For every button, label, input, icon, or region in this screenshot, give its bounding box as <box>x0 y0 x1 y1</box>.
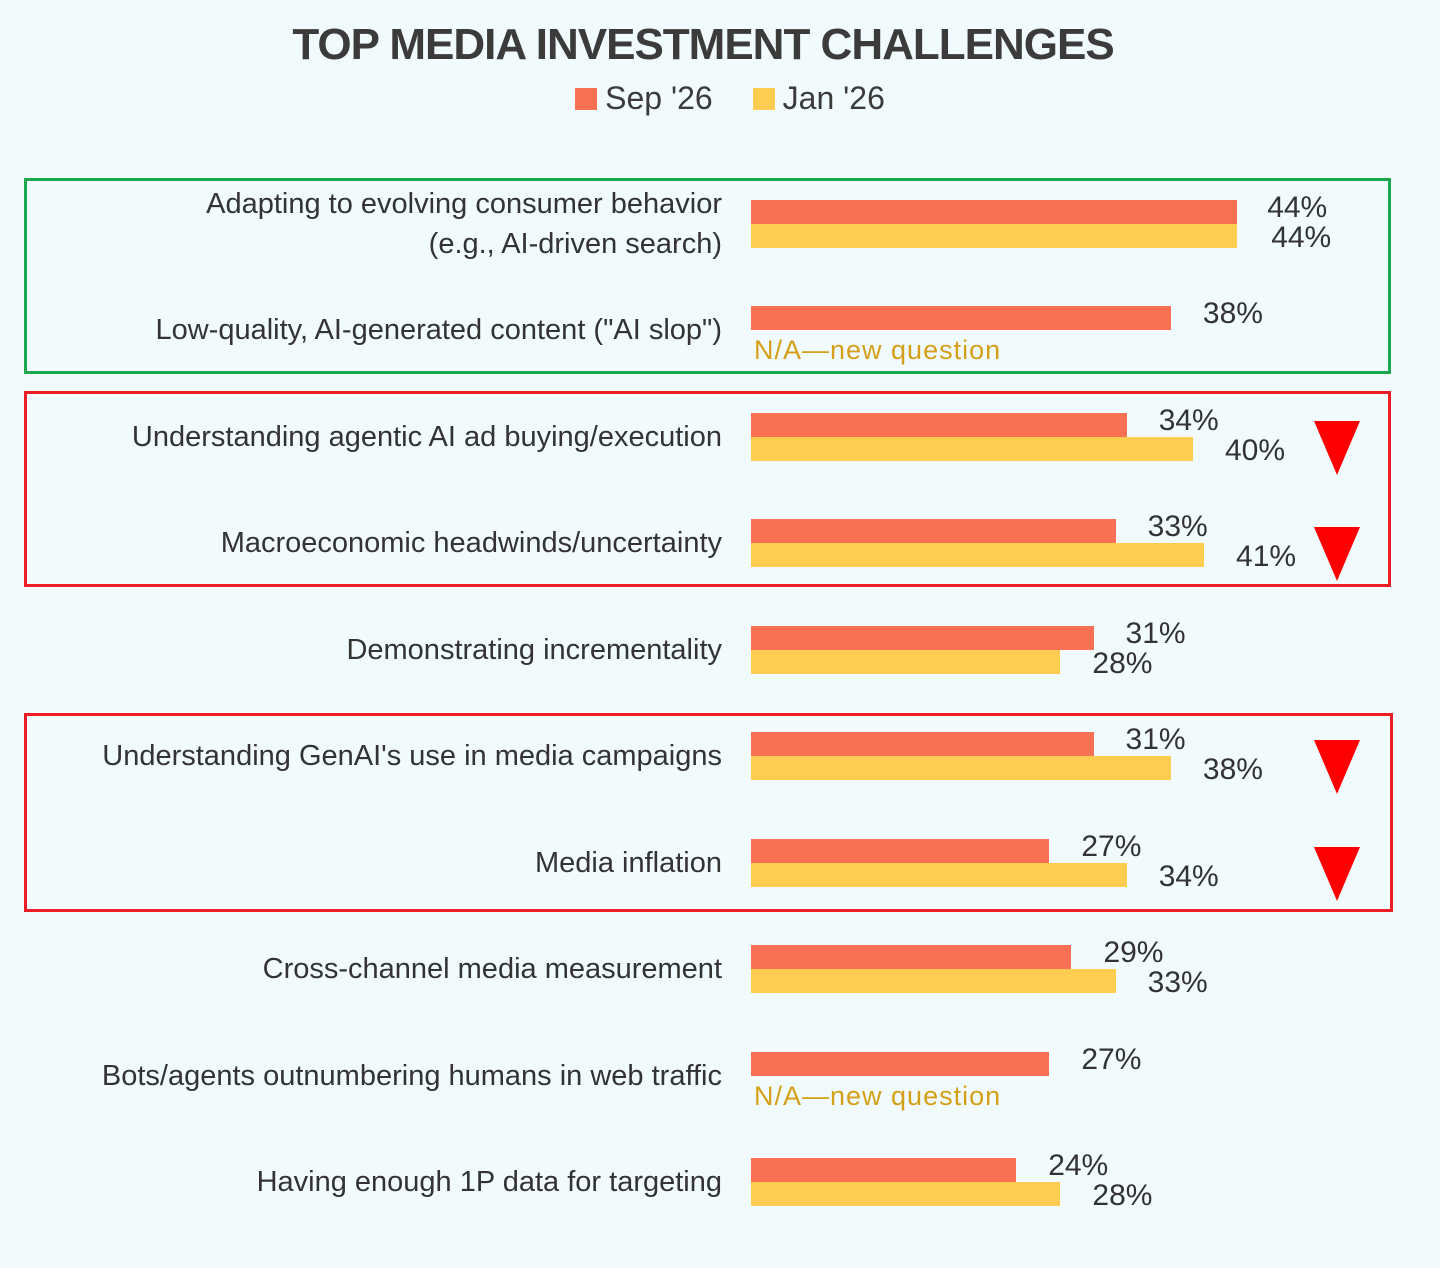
category-label: Demonstrating incrementality <box>346 634 722 666</box>
data-label-jan: 41% <box>1236 540 1297 573</box>
bar-jan <box>751 756 1171 780</box>
chart-title: TOP MEDIA INVESTMENT CHALLENGES <box>292 20 1114 69</box>
na-note: N/A—new question <box>754 335 1002 365</box>
data-label-sep: 34% <box>1158 404 1219 437</box>
category-label: Macroeconomic headwinds/uncertainty <box>220 527 722 559</box>
data-label-jan: 33% <box>1147 966 1208 999</box>
na-note: N/A—new question <box>754 1081 1002 1111</box>
bar-jan <box>751 543 1205 567</box>
data-label-sep: 38% <box>1202 297 1263 330</box>
category-label: Low-quality, AI-generated content ("AI s… <box>155 314 722 346</box>
data-label-sep: 29% <box>1103 936 1164 969</box>
category-label: Understanding agentic AI ad buying/execu… <box>131 421 722 453</box>
highlight-box <box>24 391 1391 587</box>
data-label-jan: 44% <box>1271 221 1332 254</box>
legend-swatch-sep <box>575 87 598 110</box>
down-triangle-icon <box>1314 527 1360 581</box>
legend-label-sep: Sep '26 <box>605 80 713 116</box>
bar-sep <box>751 945 1072 969</box>
legend-label-jan: Jan '26 <box>782 80 885 116</box>
data-label-sep: 31% <box>1125 617 1186 650</box>
category-label: Media inflation <box>535 847 722 879</box>
bar-jan <box>751 437 1193 461</box>
bar-jan <box>751 650 1061 674</box>
data-label-jan: 28% <box>1092 647 1153 680</box>
legend-item-sep: Sep '26 <box>575 80 713 117</box>
down-triangle-icon <box>1314 847 1360 901</box>
data-label-sep: 33% <box>1147 510 1208 543</box>
data-label-sep: 27% <box>1081 830 1142 863</box>
data-label-jan: 38% <box>1202 753 1263 786</box>
legend-swatch-jan <box>752 87 775 110</box>
bar-sep <box>751 1052 1050 1076</box>
data-label-sep: 27% <box>1081 1043 1142 1076</box>
data-label-jan: 28% <box>1092 1179 1153 1212</box>
bar-sep <box>751 626 1094 650</box>
data-label-sep: 31% <box>1125 723 1186 756</box>
bar-sep <box>751 839 1050 863</box>
data-label-jan: 40% <box>1225 434 1286 467</box>
down-triangle-icon <box>1314 740 1360 794</box>
data-label-sep: 24% <box>1048 1149 1109 1182</box>
bar-sep <box>751 1158 1017 1182</box>
category-label: Cross-channel media measurement <box>262 953 722 985</box>
legend: Sep '26 Jan '26 <box>0 80 1440 117</box>
bar-sep <box>751 306 1171 330</box>
bar-sep <box>751 200 1238 224</box>
bar-jan <box>751 969 1116 993</box>
highlight-box <box>24 178 1391 374</box>
bar-sep <box>751 519 1116 543</box>
bar-jan <box>751 1182 1061 1206</box>
data-label-sep: 44% <box>1267 191 1328 224</box>
category-label: Bots/agents outnumbering humans in web t… <box>101 1060 722 1092</box>
category-label: Understanding GenAI's use in media campa… <box>102 740 722 772</box>
bar-jan <box>751 224 1238 248</box>
category-label: Adapting to evolving consumer behavior (e… <box>206 188 722 260</box>
category-label: Having enough 1P data for targeting <box>256 1166 722 1198</box>
data-label-jan: 34% <box>1158 860 1219 893</box>
highlight-box <box>24 713 1393 912</box>
bar-jan <box>751 863 1127 887</box>
bar-sep <box>751 413 1127 437</box>
bar-sep <box>751 732 1094 756</box>
down-triangle-icon <box>1314 421 1360 475</box>
legend-item-jan: Jan '26 <box>752 80 885 117</box>
